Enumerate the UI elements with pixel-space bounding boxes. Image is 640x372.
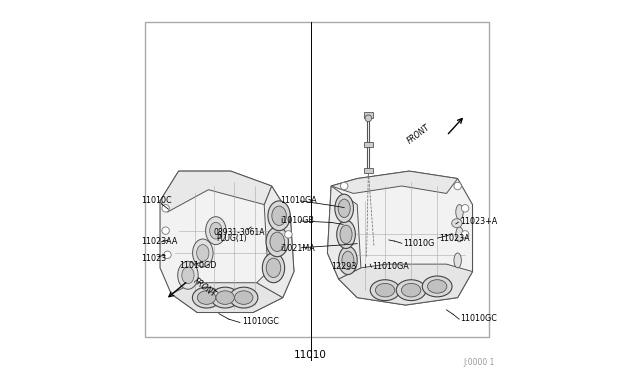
Ellipse shape xyxy=(196,245,209,262)
Text: FRONT: FRONT xyxy=(405,122,431,145)
Polygon shape xyxy=(339,264,472,305)
Ellipse shape xyxy=(337,220,355,248)
Text: 08931-3061A: 08931-3061A xyxy=(214,228,266,237)
Ellipse shape xyxy=(365,115,372,122)
Ellipse shape xyxy=(452,219,462,228)
Ellipse shape xyxy=(454,182,461,190)
Polygon shape xyxy=(172,283,283,312)
Ellipse shape xyxy=(230,287,258,308)
Ellipse shape xyxy=(339,246,357,275)
Ellipse shape xyxy=(422,276,452,297)
Text: 11010GA: 11010GA xyxy=(372,262,409,271)
Bar xyxy=(364,112,373,118)
Polygon shape xyxy=(257,186,294,298)
Ellipse shape xyxy=(456,205,463,219)
Ellipse shape xyxy=(234,291,253,304)
Ellipse shape xyxy=(197,291,216,304)
Ellipse shape xyxy=(340,225,352,244)
Text: i1010GB: i1010GB xyxy=(280,217,314,225)
Ellipse shape xyxy=(178,262,198,289)
Bar xyxy=(364,142,373,147)
Text: 11010: 11010 xyxy=(294,350,327,360)
Ellipse shape xyxy=(205,217,226,245)
Text: 11010GA: 11010GA xyxy=(280,196,317,205)
Ellipse shape xyxy=(262,253,285,283)
Text: 11023: 11023 xyxy=(141,254,166,263)
Ellipse shape xyxy=(266,227,289,257)
Ellipse shape xyxy=(461,205,468,212)
Ellipse shape xyxy=(342,251,354,270)
Ellipse shape xyxy=(211,287,239,308)
Polygon shape xyxy=(328,186,361,279)
Text: 11010GC: 11010GC xyxy=(242,317,279,326)
Ellipse shape xyxy=(268,201,291,231)
Ellipse shape xyxy=(270,232,284,251)
Text: PLUG(1): PLUG(1) xyxy=(216,234,247,243)
Ellipse shape xyxy=(266,258,281,278)
Ellipse shape xyxy=(162,227,170,234)
Bar xyxy=(145,22,489,337)
Ellipse shape xyxy=(461,231,468,238)
Text: 11010C: 11010C xyxy=(141,196,172,205)
Text: FRONT: FRONT xyxy=(191,277,218,300)
Ellipse shape xyxy=(272,206,286,225)
Ellipse shape xyxy=(376,283,395,297)
Text: 11023+A: 11023+A xyxy=(461,217,498,226)
Text: 11023AA: 11023AA xyxy=(141,237,178,246)
Ellipse shape xyxy=(162,205,170,212)
Ellipse shape xyxy=(338,199,350,218)
Ellipse shape xyxy=(164,251,172,259)
Ellipse shape xyxy=(210,222,222,239)
Ellipse shape xyxy=(193,287,221,308)
Text: 11023A: 11023A xyxy=(439,234,470,243)
Polygon shape xyxy=(160,171,271,212)
Ellipse shape xyxy=(335,194,353,222)
Ellipse shape xyxy=(401,283,421,297)
Ellipse shape xyxy=(454,253,461,268)
Text: 11010GD: 11010GD xyxy=(179,262,217,270)
Text: 11010G: 11010G xyxy=(403,239,435,248)
Ellipse shape xyxy=(396,280,426,301)
Text: 11010GC: 11010GC xyxy=(460,314,497,323)
Ellipse shape xyxy=(216,291,234,304)
Text: 12293: 12293 xyxy=(331,262,356,271)
Polygon shape xyxy=(328,171,472,305)
Ellipse shape xyxy=(340,182,348,190)
Ellipse shape xyxy=(285,231,292,238)
Polygon shape xyxy=(331,171,458,193)
Ellipse shape xyxy=(456,227,463,242)
Text: i1021MA: i1021MA xyxy=(280,244,315,253)
Ellipse shape xyxy=(370,280,400,301)
Bar xyxy=(364,168,373,173)
Ellipse shape xyxy=(182,267,194,284)
Polygon shape xyxy=(160,171,294,312)
Ellipse shape xyxy=(193,239,213,267)
Text: J:0000 1: J:0000 1 xyxy=(463,358,495,367)
Ellipse shape xyxy=(428,280,447,293)
